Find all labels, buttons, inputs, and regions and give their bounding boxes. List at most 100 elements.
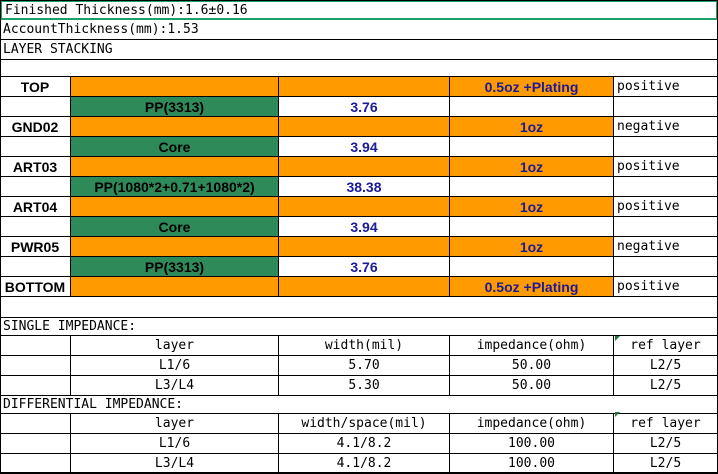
layer-name-5[interactable]: PWR05 bbox=[0, 237, 71, 257]
dielectric-blank[interactable] bbox=[614, 97, 718, 117]
dielectric-blank[interactable] bbox=[614, 217, 718, 237]
polarity-5[interactable]: negative bbox=[614, 237, 718, 257]
dielectric-blank[interactable] bbox=[0, 137, 71, 157]
differential-impedance-header-2-text: width/space(mil) bbox=[301, 416, 427, 431]
single-impedance-r1-c2[interactable]: 5.70 bbox=[279, 356, 450, 376]
differential-impedance-r2-c3[interactable]: 100.00 bbox=[450, 454, 614, 474]
differential-impedance-header-3[interactable]: impedance(ohm) bbox=[450, 414, 614, 434]
polarity-1[interactable]: positive bbox=[614, 77, 718, 97]
copper-bar[interactable] bbox=[279, 237, 450, 257]
polarity-6[interactable]: positive bbox=[614, 277, 718, 297]
finished-thickness-cell[interactable]: Finished Thickness(mm):1.6±0.16 bbox=[0, 0, 718, 20]
differential-impedance-r1-c2[interactable]: 4.1/8.2 bbox=[279, 434, 450, 454]
single-impedance-title-cell[interactable]: SINGLE IMPEDANCE: bbox=[0, 318, 718, 336]
differential-impedance-r2-c1[interactable]: L3/L4 bbox=[71, 454, 279, 474]
differential-impedance-r1-c1[interactable]: L1/6 bbox=[71, 434, 279, 454]
single-impedance-row-blank[interactable] bbox=[0, 356, 71, 376]
differential-impedance-r2-c1-text: L3/L4 bbox=[154, 456, 195, 471]
dielectric-blank[interactable] bbox=[0, 177, 71, 197]
dielectric-blank[interactable] bbox=[614, 177, 718, 197]
dielectric-blank[interactable] bbox=[450, 217, 614, 237]
dielectric-thickness-3[interactable]: 38.38 bbox=[279, 177, 450, 197]
copper-bar[interactable] bbox=[71, 157, 279, 177]
single-impedance-r2-c1[interactable]: L3/L4 bbox=[71, 376, 279, 396]
copper-bar[interactable] bbox=[279, 197, 450, 217]
copper-bar[interactable] bbox=[71, 117, 279, 137]
differential-impedance-r1-c4[interactable]: L2/5 bbox=[614, 434, 718, 454]
copper-weight-2[interactable]: 1oz bbox=[450, 117, 614, 137]
differential-impedance-title-cell-text: DIFFERENTIAL IMPEDANCE: bbox=[3, 397, 184, 412]
layer-stacking-title-cell[interactable]: LAYER STACKING bbox=[0, 40, 718, 60]
blank-row[interactable] bbox=[0, 60, 718, 77]
differential-impedance-r2-c4-text: L2/5 bbox=[649, 456, 682, 471]
dielectric-thickness-2[interactable]: 3.94 bbox=[279, 137, 450, 157]
polarity-3[interactable]: positive bbox=[614, 157, 718, 177]
copper-weight-6-text: 0.5oz +Plating bbox=[484, 278, 579, 295]
dielectric-blank[interactable] bbox=[450, 97, 614, 117]
differential-impedance-row-blank[interactable] bbox=[0, 414, 71, 434]
dielectric-thickness-4[interactable]: 3.94 bbox=[279, 217, 450, 237]
dielectric-thickness-5[interactable]: 3.76 bbox=[279, 257, 450, 277]
dielectric-blank[interactable] bbox=[614, 257, 718, 277]
copper-bar[interactable] bbox=[279, 277, 450, 297]
single-impedance-row-blank[interactable] bbox=[0, 336, 71, 356]
differential-impedance-r1-c3[interactable]: 100.00 bbox=[450, 434, 614, 454]
polarity-4[interactable]: positive bbox=[614, 197, 718, 217]
polarity-2[interactable]: negative bbox=[614, 117, 718, 137]
dielectric-blank[interactable] bbox=[450, 137, 614, 157]
copper-weight-5[interactable]: 1oz bbox=[450, 237, 614, 257]
differential-impedance-header-2[interactable]: width/space(mil) bbox=[279, 414, 450, 434]
single-impedance-r1-c4-text: L2/5 bbox=[649, 358, 682, 373]
copper-bar[interactable] bbox=[71, 197, 279, 217]
copper-bar[interactable] bbox=[71, 77, 279, 97]
account-thickness-cell[interactable]: AccountThickness(mm):1.53 bbox=[0, 20, 718, 40]
single-impedance-header-1[interactable]: layer bbox=[71, 336, 279, 356]
single-impedance-row-blank[interactable] bbox=[0, 376, 71, 396]
layer-name-2[interactable]: GND02 bbox=[0, 117, 71, 137]
dielectric-blank[interactable] bbox=[0, 257, 71, 277]
differential-impedance-r2-c4[interactable]: L2/5 bbox=[614, 454, 718, 474]
differential-impedance-header-1[interactable]: layer bbox=[71, 414, 279, 434]
copper-weight-6[interactable]: 0.5oz +Plating bbox=[450, 277, 614, 297]
differential-impedance-r2-c2[interactable]: 4.1/8.2 bbox=[279, 454, 450, 474]
copper-weight-1[interactable]: 0.5oz +Plating bbox=[450, 77, 614, 97]
dielectric-material-2[interactable]: Core bbox=[71, 137, 279, 157]
copper-bar[interactable] bbox=[279, 117, 450, 137]
single-impedance-r2-c2[interactable]: 5.30 bbox=[279, 376, 450, 396]
single-impedance-header-3[interactable]: impedance(ohm) bbox=[450, 336, 614, 356]
dielectric-material-1[interactable]: PP(3313) bbox=[71, 97, 279, 117]
dielectric-thickness-1[interactable]: 3.76 bbox=[279, 97, 450, 117]
single-impedance-r1-c1[interactable]: L1/6 bbox=[71, 356, 279, 376]
dielectric-blank[interactable] bbox=[0, 217, 71, 237]
dielectric-blank[interactable] bbox=[450, 257, 614, 277]
dielectric-blank[interactable] bbox=[0, 97, 71, 117]
layer-name-6[interactable]: BOTTOM bbox=[0, 277, 71, 297]
single-impedance-r1-c3[interactable]: 50.00 bbox=[450, 356, 614, 376]
copper-bar[interactable] bbox=[71, 277, 279, 297]
spacer-row[interactable] bbox=[0, 297, 718, 318]
single-impedance-r1-c4[interactable]: L2/5 bbox=[614, 356, 718, 376]
differential-impedance-title-cell[interactable]: DIFFERENTIAL IMPEDANCE: bbox=[0, 396, 718, 414]
differential-impedance-header-4[interactable]: ref layer bbox=[614, 414, 718, 434]
dielectric-material-3-text: PP(1080*2+0.71+1080*2) bbox=[94, 178, 255, 195]
dielectric-material-4[interactable]: Core bbox=[71, 217, 279, 237]
dielectric-blank[interactable] bbox=[614, 137, 718, 157]
dielectric-blank[interactable] bbox=[450, 177, 614, 197]
single-impedance-r2-c3[interactable]: 50.00 bbox=[450, 376, 614, 396]
single-impedance-header-4[interactable]: ref layer bbox=[614, 336, 718, 356]
copper-bar[interactable] bbox=[279, 77, 450, 97]
copper-weight-3[interactable]: 1oz bbox=[450, 157, 614, 177]
layer-name-3[interactable]: ART03 bbox=[0, 157, 71, 177]
differential-impedance-row-blank[interactable] bbox=[0, 454, 71, 474]
single-impedance-header-2[interactable]: width(mil) bbox=[279, 336, 450, 356]
copper-weight-4[interactable]: 1oz bbox=[450, 197, 614, 217]
copper-bar[interactable] bbox=[71, 237, 279, 257]
layer-name-1[interactable]: TOP bbox=[0, 77, 71, 97]
layer-name-4[interactable]: ART04 bbox=[0, 197, 71, 217]
single-impedance-r2-c4[interactable]: L2/5 bbox=[614, 376, 718, 396]
dielectric-material-3[interactable]: PP(1080*2+0.71+1080*2) bbox=[71, 177, 279, 197]
dielectric-thickness-3-text: 38.38 bbox=[346, 178, 382, 195]
differential-impedance-row-blank[interactable] bbox=[0, 434, 71, 454]
copper-bar[interactable] bbox=[279, 157, 450, 177]
dielectric-material-5[interactable]: PP(3313) bbox=[71, 257, 279, 277]
